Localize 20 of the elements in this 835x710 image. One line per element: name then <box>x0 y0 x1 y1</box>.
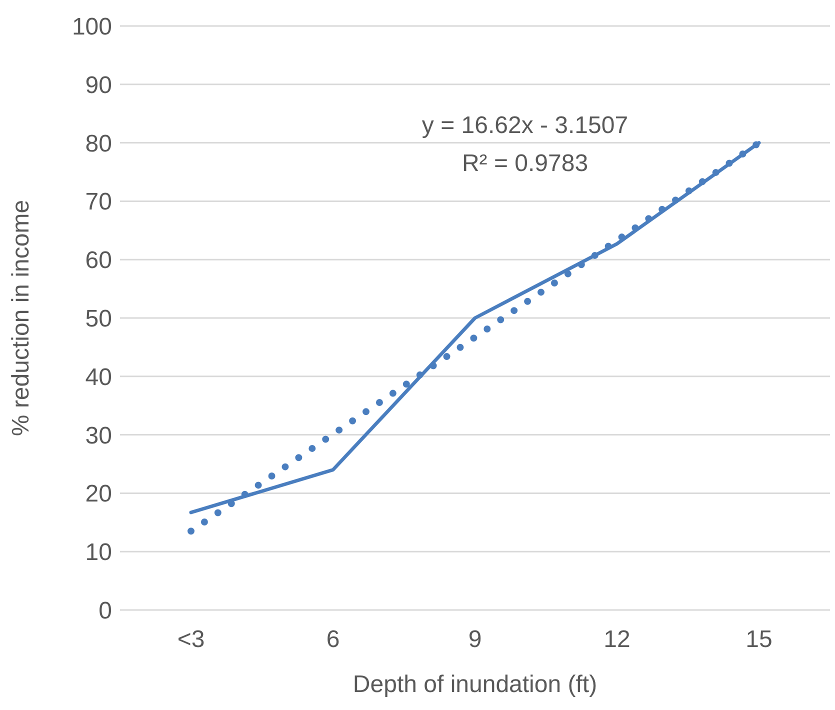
x-tick-label: 9 <box>468 626 482 654</box>
y-tick-label: 100 <box>72 14 112 41</box>
y-tick-label: 10 <box>85 539 112 566</box>
y-tick-label: 50 <box>85 306 112 333</box>
y-tick-label: 40 <box>85 364 112 391</box>
annotation: R² = 0.9783 <box>460 150 590 178</box>
annotation: y = 16.62x - 3.1507 <box>420 112 630 140</box>
y-tick-label: 70 <box>85 188 112 216</box>
x-axis-title: Depth of inundation (ft) <box>352 671 598 698</box>
y-axis-title: % reduction in income <box>8 200 35 436</box>
y-tick-label: 90 <box>85 72 112 99</box>
y-tick-label: 60 <box>85 247 112 274</box>
x-tick-label: 12 <box>604 626 630 654</box>
x-tick-label: <3 <box>177 626 205 654</box>
y-tick-label: 20 <box>85 480 112 508</box>
x-tick-label: 15 <box>746 626 772 654</box>
y-tick-label: 30 <box>85 422 112 450</box>
y-tick-label: 0 <box>98 598 112 625</box>
x-tick-label: 6 <box>326 626 340 654</box>
y-tick-label: 80 <box>85 130 112 158</box>
